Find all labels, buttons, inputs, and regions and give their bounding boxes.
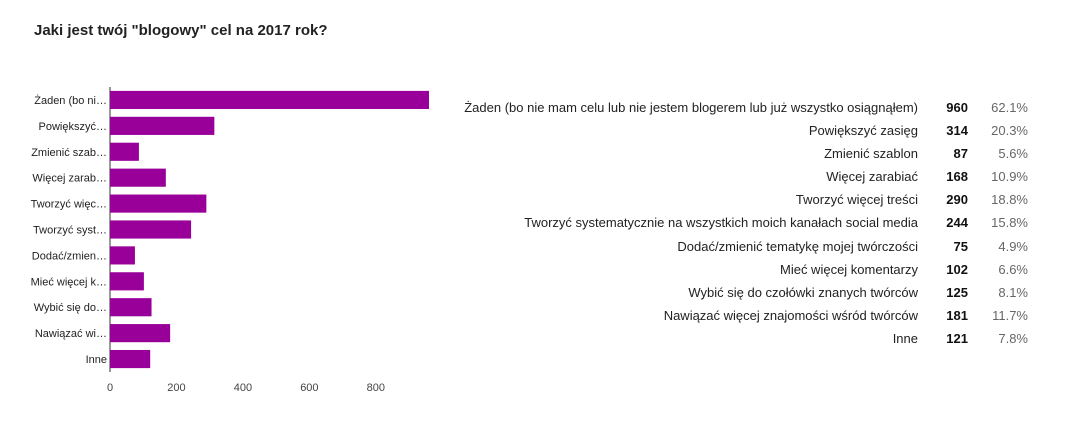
x-tick-label-1: 200	[167, 382, 185, 394]
summary-row: Dodać/zmienić tematykę mojej twórczości 7…	[440, 235, 1040, 258]
bar-5	[110, 220, 192, 239]
summary-row: Zmienić szablon 87 5.6%	[440, 142, 1040, 165]
category-label-10: Inne	[86, 354, 107, 366]
bar-7	[110, 272, 144, 291]
summary-percent: 11.7%	[992, 307, 1028, 323]
category-label-9: Nawiązać wi…	[35, 328, 107, 340]
bar-3	[110, 168, 166, 187]
category-label-7: Mieć więcej k…	[31, 276, 107, 288]
summary-row: Nawiązać więcej znajomości wśród twórców…	[440, 304, 1040, 327]
category-label-3: Więcej zarab…	[32, 173, 107, 185]
summary-row: Wybić się do czołówki znanych twórców 125…	[440, 281, 1040, 304]
category-label-1: Powiększyć…	[39, 121, 107, 133]
summary-row: Inne 121 7.8%	[440, 327, 1040, 350]
summary-label: Powiększyć zasięg	[808, 123, 918, 139]
summary-percent: 7.8%	[998, 330, 1028, 346]
summary-percent: 18.8%	[991, 192, 1028, 208]
chart-title: Jaki jest twój "blogowy" cel na 2017 rok…	[34, 22, 328, 39]
summary-count: 87	[953, 146, 968, 162]
summary-label: Tworzyć systematycznie na wszystkich moi…	[524, 215, 918, 231]
x-tick-label-4: 800	[367, 382, 385, 394]
summary-label: Nawiązać więcej znajomości wśród twórców	[663, 307, 918, 323]
summary-percent: 15.8%	[991, 215, 1028, 231]
bar-1	[110, 116, 215, 135]
summary-label: Tworzyć więcej treści	[795, 192, 918, 208]
summary-count: 960	[946, 100, 968, 115]
bar-8	[110, 298, 152, 317]
summary-percent: 20.3%	[991, 123, 1028, 139]
summary-percent: 10.9%	[991, 169, 1028, 185]
summary-percent: 5.6%	[998, 146, 1028, 162]
summary-label: Żaden (bo nie mam celu lub nie jestem bl…	[464, 100, 918, 115]
category-label-8: Wybić się do…	[34, 302, 107, 314]
summary-percent: 4.9%	[998, 238, 1028, 254]
bar-4	[110, 194, 207, 213]
bar-10	[110, 349, 151, 369]
summary-count: 244	[946, 215, 968, 231]
summary-count: 121	[946, 330, 968, 346]
bar-0	[110, 90, 429, 110]
summary-percent: 6.6%	[998, 261, 1028, 277]
bar-6	[110, 246, 135, 265]
category-label-2: Zmienić szab…	[31, 147, 107, 159]
category-label-5: Tworzyć syst…	[33, 225, 107, 237]
summary-count: 181	[946, 307, 968, 323]
summary-row: Mieć więcej komentarzy 102 6.6%	[440, 258, 1040, 281]
summary-label: Dodać/zmienić tematykę mojej twórczości	[677, 238, 918, 254]
summary-count: 125	[946, 284, 968, 300]
x-tick-label-0: 0	[107, 382, 113, 394]
summary-count: 314	[946, 123, 968, 139]
bar-9	[110, 324, 171, 343]
category-label-0: Żaden (bo ni…	[34, 94, 107, 107]
category-label-4: Tworzyć więc…	[31, 199, 107, 211]
summary-count: 290	[946, 192, 968, 208]
summary-count: 75	[953, 238, 968, 254]
summary-count: 102	[946, 261, 968, 277]
summary-label: Więcej zarabiać	[826, 169, 918, 185]
summary-table: Żaden (bo nie mam celu lub nie jestem bl…	[440, 96, 1040, 350]
summary-percent: 62.1%	[991, 100, 1028, 115]
bar-2	[110, 142, 139, 161]
summary-row: Tworzyć więcej treści 290 18.8%	[440, 188, 1040, 211]
summary-percent: 8.1%	[998, 284, 1028, 300]
x-tick-label-2: 400	[234, 382, 252, 394]
summary-label: Wybić się do czołówki znanych twórców	[688, 284, 918, 300]
summary-label: Zmienić szablon	[824, 146, 918, 162]
x-tick-label-3: 600	[300, 382, 318, 394]
category-label-6: Dodać/zmien…	[32, 250, 107, 262]
summary-label: Mieć więcej komentarzy	[780, 261, 918, 277]
summary-label: Inne	[892, 330, 918, 346]
summary-row: Tworzyć systematycznie na wszystkich moi…	[440, 211, 1040, 234]
summary-row: Więcej zarabiać 168 10.9%	[440, 165, 1040, 188]
summary-row: Powiększyć zasięg 314 20.3%	[440, 119, 1040, 142]
summary-count: 168	[946, 169, 968, 185]
summary-row: Żaden (bo nie mam celu lub nie jestem bl…	[440, 96, 1040, 119]
